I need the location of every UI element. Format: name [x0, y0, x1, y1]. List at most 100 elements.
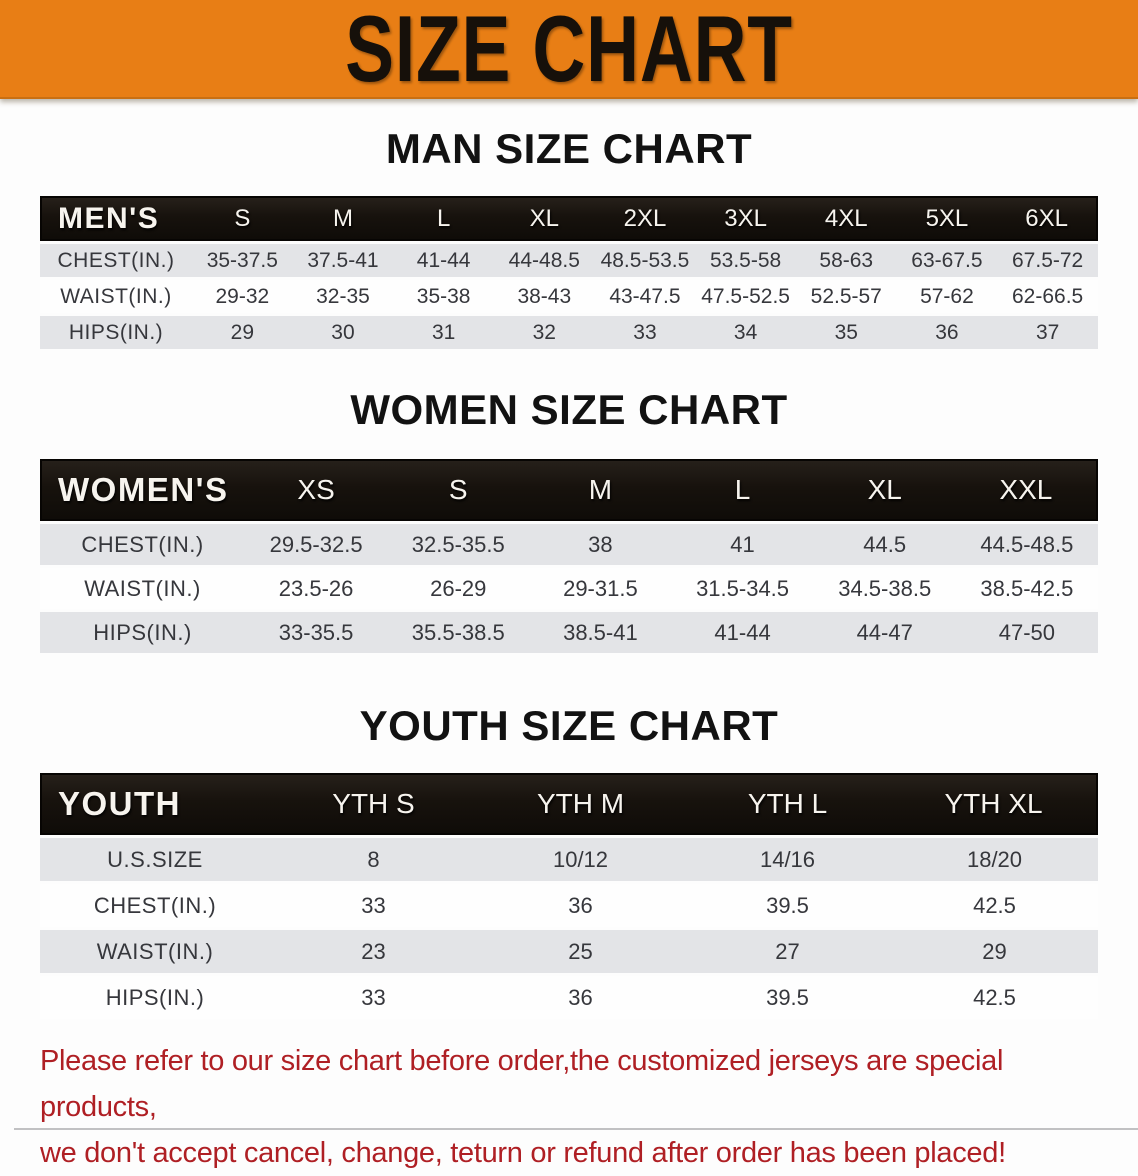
table-header-label: WOMEN'S [40, 459, 245, 521]
value-cell: 35-37.5 [192, 244, 293, 277]
value-cell: 67.5-72 [997, 244, 1098, 277]
value-cell: 29-31.5 [529, 568, 672, 609]
disclaimer-line-1: Please refer to our size chart before or… [40, 1045, 1004, 1123]
table-header-row: MEN'S S M L XL 2XL 3XL 4XL 5XL 6XL [40, 196, 1098, 241]
value-cell: 29 [891, 930, 1098, 973]
value-cell: 63-67.5 [896, 244, 998, 277]
table-header-label: YOUTH [40, 773, 270, 835]
column-header: S [387, 459, 530, 521]
value-cell: 58-63 [795, 244, 897, 277]
size-table: YOUTH YTH S YTH M YTH L YTH XL U.S.SIZE 8 10/1… [40, 770, 1098, 1022]
disclaimer-line-2: we don't accept cancel, change, teturn o… [40, 1137, 1006, 1169]
size-table: MEN'S S M L XL 2XL 3XL 4XL 5XL 6XL CHEST(IN.) 35-3… [40, 193, 1098, 352]
table-row: WAIST(IN.) 29-32 32-35 35-38 38-43 43-47.5 47.… [40, 280, 1098, 313]
table-row: WAIST(IN.) 23 25 27 29 [40, 930, 1098, 973]
column-header: 2XL [594, 196, 696, 241]
table-row: U.S.SIZE 8 10/12 14/16 18/20 [40, 838, 1098, 881]
value-cell: 42.5 [891, 976, 1098, 1019]
column-header: M [292, 196, 394, 241]
table-row: CHEST(IN.) 35-37.5 37.5-41 41-44 44-48.5 48.5… [40, 244, 1098, 277]
column-header: XXL [955, 459, 1098, 521]
value-cell: 39.5 [684, 976, 891, 1019]
table-row: HIPS(IN.) 33-35.5 35.5-38.5 38.5-41 41-44 44-… [40, 612, 1098, 653]
value-cell: 48.5-53.5 [594, 244, 696, 277]
value-cell: 44-47 [813, 612, 956, 653]
value-cell: 33 [594, 316, 696, 349]
column-header: XL [493, 196, 595, 241]
value-cell: 42.5 [891, 884, 1098, 927]
row-label: HIPS(IN.) [40, 612, 245, 653]
value-cell: 32-35 [292, 280, 394, 313]
value-cell: 33-35.5 [245, 612, 388, 653]
column-header: L [393, 196, 494, 241]
value-cell: 41-44 [393, 244, 494, 277]
size-chart-banner: SIZE CHART [0, 0, 1138, 99]
column-header: 4XL [795, 196, 897, 241]
row-label: U.S.SIZE [40, 838, 270, 881]
row-label: HIPS(IN.) [40, 316, 192, 349]
value-cell: 35.5-38.5 [387, 612, 530, 653]
sections-container: MAN SIZE CHART MEN'S S M L XL 2XL 3XL 4XL 5XL 6XL… [0, 125, 1138, 1022]
value-cell: 29 [192, 316, 293, 349]
value-cell: 29.5-32.5 [245, 524, 388, 565]
value-cell: 36 [896, 316, 998, 349]
row-label: CHEST(IN.) [40, 524, 245, 565]
value-cell: 44-48.5 [493, 244, 595, 277]
value-cell: 35-38 [393, 280, 494, 313]
value-cell: 41 [671, 524, 814, 565]
column-header: YTH S [270, 773, 477, 835]
value-cell: 47-50 [955, 612, 1098, 653]
value-cell: 38-43 [493, 280, 595, 313]
table-row: CHEST(IN.) 33 36 39.5 42.5 [40, 884, 1098, 927]
value-cell: 23 [270, 930, 477, 973]
section-heading: MAN SIZE CHART [385, 125, 753, 172]
value-cell: 39.5 [684, 884, 891, 927]
value-cell: 27 [684, 930, 891, 973]
value-cell: 38.5-41 [529, 612, 672, 653]
row-label: WAIST(IN.) [40, 280, 192, 313]
value-cell: 23.5-26 [245, 568, 388, 609]
value-cell: 44.5 [813, 524, 956, 565]
column-header: 3XL [695, 196, 796, 241]
value-cell: 35 [795, 316, 897, 349]
column-header: YTH M [477, 773, 684, 835]
value-cell: 34.5-38.5 [813, 568, 956, 609]
value-cell: 57-62 [896, 280, 998, 313]
column-header: L [671, 459, 814, 521]
row-label: WAIST(IN.) [40, 930, 270, 973]
value-cell: 26-29 [387, 568, 530, 609]
value-cell: 41-44 [671, 612, 814, 653]
value-cell: 33 [270, 884, 477, 927]
table-row: HIPS(IN.) 33 36 39.5 42.5 [40, 976, 1098, 1019]
bottom-edge-line [14, 1128, 1138, 1130]
table-header-row: YOUTH YTH S YTH M YTH L YTH XL [40, 773, 1098, 835]
disclaimer: Please refer to our size chart before or… [40, 1038, 1118, 1176]
banner-title: SIZE CHART [345, 0, 793, 101]
column-header: S [192, 196, 293, 241]
column-header: XL [813, 459, 956, 521]
column-header: 5XL [896, 196, 998, 241]
value-cell: 37 [997, 316, 1098, 349]
value-cell: 44.5-48.5 [955, 524, 1098, 565]
row-label: WAIST(IN.) [40, 568, 245, 609]
value-cell: 47.5-52.5 [695, 280, 796, 313]
row-label: CHEST(IN.) [40, 884, 270, 927]
table-row: CHEST(IN.) 29.5-32.5 32.5-35.5 38 41 44.5 44.5… [40, 524, 1098, 565]
size-chart-section: YOUTH SIZE CHART YOUTH YTH S YTH M YTH L YTH… [0, 702, 1138, 1022]
size-chart-section: WOMEN SIZE CHART WOMEN'S XS S M L XL XXL CHEST… [0, 386, 1138, 656]
value-cell: 52.5-57 [795, 280, 897, 313]
row-label: CHEST(IN.) [40, 244, 192, 277]
size-table: WOMEN'S XS S M L XL XXL CHEST(IN.) 29.5-32.5 32.… [40, 456, 1098, 656]
value-cell: 30 [292, 316, 394, 349]
value-cell: 29-32 [192, 280, 293, 313]
value-cell: 10/12 [477, 838, 684, 881]
value-cell: 32.5-35.5 [387, 524, 530, 565]
value-cell: 34 [695, 316, 796, 349]
table-header-label: MEN'S [40, 196, 192, 241]
value-cell: 8 [270, 838, 477, 881]
section-heading: WOMEN SIZE CHART [350, 386, 788, 433]
column-header: XS [245, 459, 388, 521]
value-cell: 14/16 [684, 838, 891, 881]
table-header-row: WOMEN'S XS S M L XL XXL [40, 459, 1098, 521]
value-cell: 37.5-41 [292, 244, 394, 277]
